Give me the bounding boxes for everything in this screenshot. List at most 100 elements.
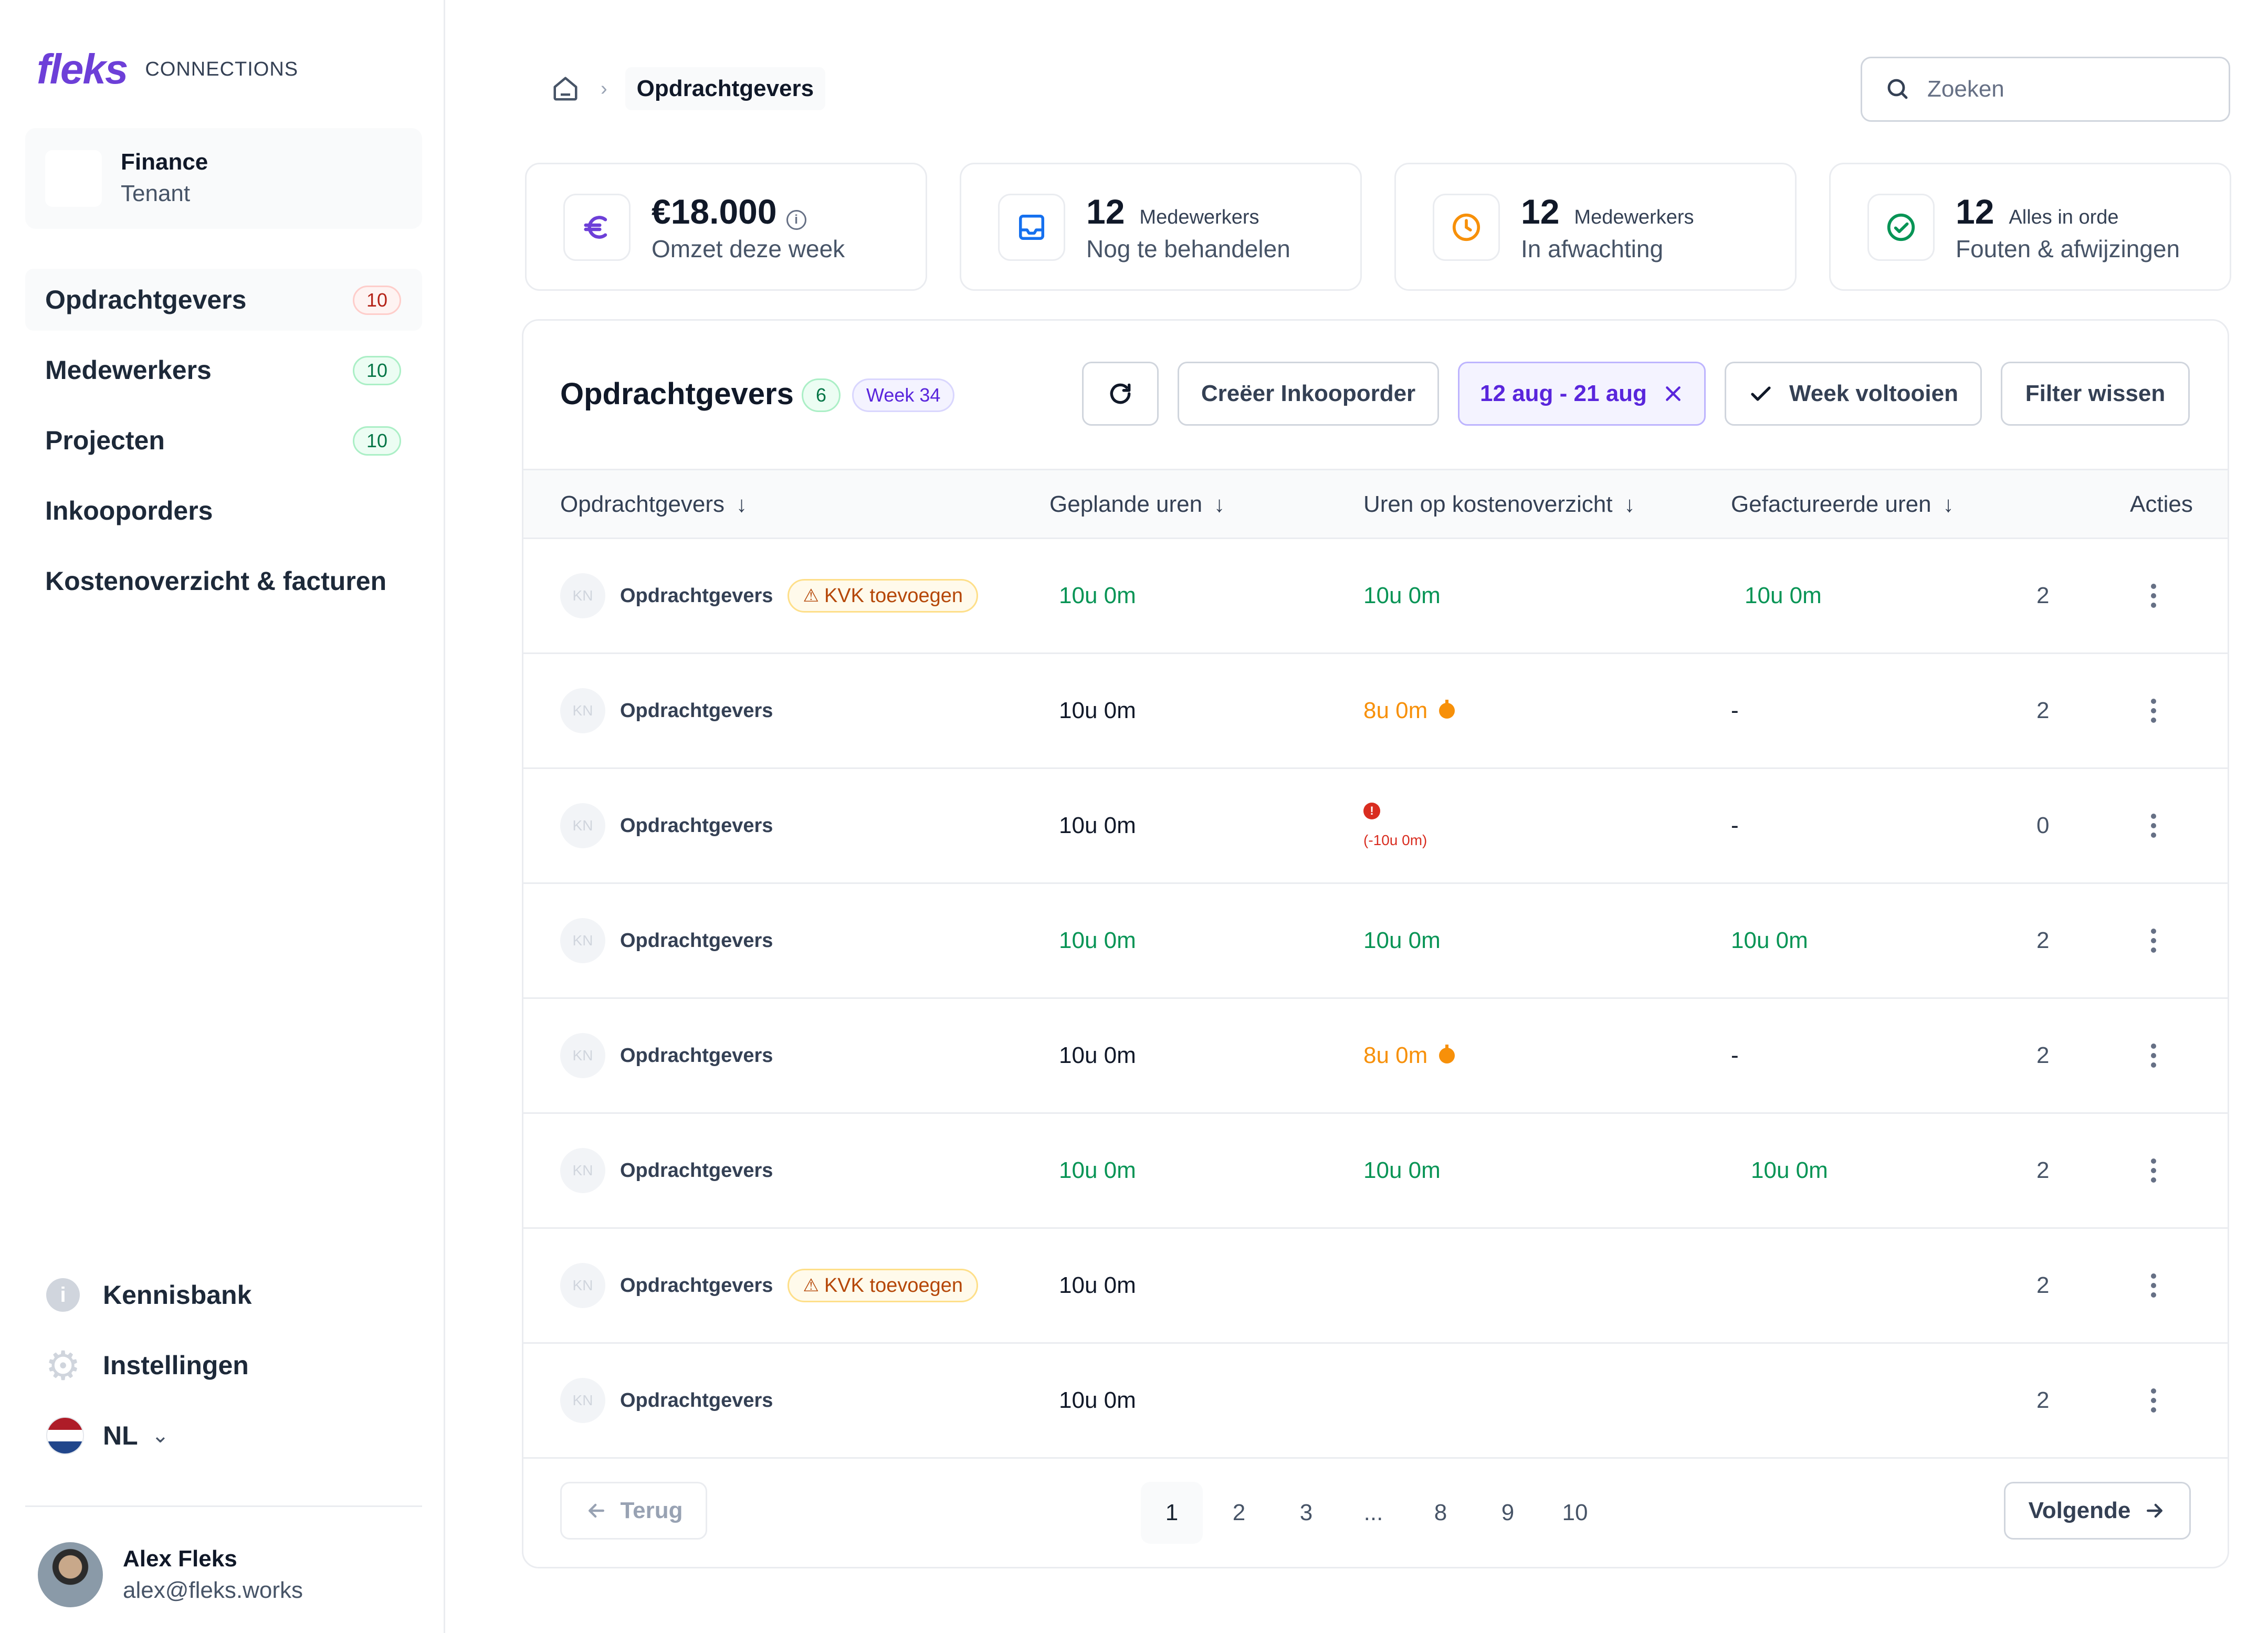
column-header-planned[interactable]: Geplande uren ↓ [1049, 491, 1225, 518]
search-input[interactable] [1927, 76, 2221, 102]
cost-hours-cell: 8u 0m [1363, 654, 1455, 767]
next-page-button[interactable]: Volgende [2004, 1482, 2191, 1540]
create-purchase-order-button[interactable]: Creëer Inkooporder [1178, 362, 1439, 426]
client-name[interactable]: Opdrachtgevers [620, 584, 773, 607]
stat-value: €18.000 [652, 192, 777, 231]
user-email: alex@fleks.works [123, 1577, 303, 1603]
more-vertical-icon [2151, 699, 2156, 723]
row-actions-button[interactable] [2151, 1114, 2156, 1227]
item-count-cell: 0 [2036, 813, 2050, 838]
row-actions-button[interactable] [2151, 1229, 2156, 1342]
stopwatch-icon [1439, 1045, 1455, 1063]
complete-week-button[interactable]: Week voltooien [1725, 362, 1982, 426]
clear-filter-button[interactable]: Filter wissen [2001, 362, 2190, 426]
tenant-switcher[interactable]: Finance Tenant [25, 128, 422, 229]
column-header-cost[interactable]: Uren op kostenoverzicht ↓ [1363, 491, 1635, 518]
page-number-button[interactable]: 1 [1141, 1482, 1203, 1544]
client-avatar: KN [560, 573, 605, 618]
complete-week-label: Week voltooien [1789, 381, 1958, 406]
column-label: Uren op kostenoverzicht [1363, 491, 1613, 517]
row-actions-button[interactable] [2151, 999, 2156, 1112]
client-name[interactable]: Opdrachtgevers [620, 814, 773, 837]
client-name[interactable]: Opdrachtgevers [620, 1274, 773, 1297]
stat-card-revenue: €18.000 i Omzet deze week [525, 163, 927, 291]
count-badge: 6 [802, 378, 841, 412]
sidebar-item-inkooporders[interactable]: Inkooporders [25, 480, 422, 542]
page-number-button[interactable]: 8 [1434, 1500, 1447, 1525]
euro-icon [563, 194, 631, 261]
table-row[interactable]: KN Opdrachtgevers 10u 0m 2 [523, 1344, 2228, 1459]
close-icon[interactable] [1663, 383, 1684, 404]
table-row[interactable]: KN Opdrachtgevers 10u 0m 8u 0m - 2 [523, 999, 2228, 1114]
client-name[interactable]: Opdrachtgevers [620, 929, 773, 952]
cost-hours-cell: 10u 0m [1363, 1114, 1441, 1227]
table-row[interactable]: KN Opdrachtgevers ⚠ KVK toevoegen 10u 0m 2 [523, 1229, 2228, 1344]
client-name[interactable]: Opdrachtgevers [620, 699, 773, 722]
row-actions-button[interactable] [2151, 884, 2156, 997]
client-name[interactable]: Opdrachtgevers [620, 1159, 773, 1182]
cost-hours-value: 10u 0m [1363, 1157, 1441, 1183]
sidebar: fleks CONNECTIONS Finance Tenant Opdrach… [0, 0, 445, 1633]
row-actions-button[interactable] [2151, 769, 2156, 882]
sidebar-item-projecten[interactable]: Projecten 10 [25, 409, 422, 471]
sidebar-item-medewerkers[interactable]: Medewerkers 10 [25, 339, 422, 401]
sidebar-item-kostenoverzicht[interactable]: Kostenoverzicht & facturen [25, 550, 422, 612]
stopwatch-icon [1439, 700, 1455, 719]
clients-table-panel: Opdrachtgevers 6 Week 34 Creëer Inkoopor… [522, 319, 2229, 1568]
table-row[interactable]: KN Opdrachtgevers 10u 0m 10u 0m 10u 0m 2 [523, 1114, 2228, 1229]
breadcrumb-current[interactable]: Opdrachtgevers [625, 67, 826, 110]
week-badge: Week 34 [852, 378, 955, 412]
row-actions-button[interactable] [2151, 539, 2156, 652]
table-title: Opdrachtgevers [560, 377, 794, 411]
row-actions-button[interactable] [2151, 654, 2156, 767]
home-icon[interactable] [551, 75, 580, 103]
arrow-left-icon [588, 1503, 604, 1518]
cost-hours-cell: ! (-10u 0m) [1363, 769, 1427, 882]
client-name[interactable]: Opdrachtgevers [620, 1044, 773, 1067]
column-header-client[interactable]: Opdrachtgevers ↓ [560, 491, 747, 518]
column-header-invoiced[interactable]: Gefactureerde uren ↓ [1731, 491, 1954, 518]
sidebar-item-opdrachtgevers[interactable]: Opdrachtgevers 10 [25, 269, 422, 331]
page-number-button[interactable]: 9 [1501, 1500, 1515, 1525]
table-row[interactable]: KN Opdrachtgevers ⚠ KVK toevoegen 10u 0m 10u … [523, 539, 2228, 654]
refresh-button[interactable] [1082, 362, 1159, 426]
stat-card-errors: 12 Alles in orde Fouten & afwijzingen [1829, 163, 2231, 291]
sidebar-item-label: Inkooporders [45, 496, 213, 525]
nav-count-badge: 10 [353, 356, 401, 385]
instellingen-label: Instellingen [103, 1351, 249, 1380]
column-label: Gefactureerde uren [1731, 491, 1931, 517]
kvk-warning-badge[interactable]: ⚠ KVK toevoegen [788, 1269, 979, 1302]
table-row[interactable]: KN Opdrachtgevers 10u 0m 10u 0m 10u 0m 2 [523, 884, 2228, 999]
page-ellipsis: ... [1363, 1500, 1383, 1525]
date-range-filter[interactable]: 12 aug - 21 aug [1458, 362, 1706, 426]
sidebar-item-kennisbank[interactable]: i Kennisbank [25, 1260, 422, 1330]
page-number-button[interactable]: 3 [1299, 1500, 1313, 1525]
previous-page-button[interactable]: Terug [560, 1482, 707, 1540]
sidebar-item-instellingen[interactable]: ⚙ Instellingen [25, 1330, 422, 1400]
more-vertical-icon [2151, 1158, 2156, 1183]
arrow-down-icon: ↓ [736, 492, 748, 517]
table-row[interactable]: KN Opdrachtgevers 10u 0m! (-10u 0m) - 0 [523, 769, 2228, 884]
tenant-name: Finance [121, 149, 208, 175]
planned-hours-cell: 10u 0m [1059, 1042, 1136, 1068]
client-name[interactable]: Opdrachtgevers [620, 1389, 773, 1411]
search-box[interactable] [1861, 57, 2230, 122]
column-label: Opdrachtgevers [560, 491, 725, 517]
row-actions-button[interactable] [2151, 1344, 2156, 1457]
check-icon [1751, 386, 1771, 401]
info-icon[interactable]: i [786, 210, 806, 230]
kvk-warning-badge[interactable]: ⚠ KVK toevoegen [788, 579, 979, 613]
cost-hours-value: 10u 0m [1363, 583, 1441, 608]
netherlands-flag-icon [46, 1417, 84, 1455]
page-number-button[interactable]: 10 [1562, 1500, 1588, 1525]
more-vertical-icon [2151, 1388, 2156, 1413]
user-profile[interactable]: Alex Fleks alex@fleks.works [38, 1542, 303, 1607]
client-cell: KN Opdrachtgevers [560, 1114, 773, 1227]
logo[interactable]: fleks CONNECTIONS [37, 46, 298, 92]
client-cell: KN Opdrachtgevers [560, 769, 773, 882]
planned-hours-cell: 10u 0m [1059, 1272, 1136, 1298]
inbox-icon [998, 194, 1065, 261]
language-selector[interactable]: NL ⌄ [25, 1400, 422, 1471]
table-row[interactable]: KN Opdrachtgevers 10u 0m 8u 0m - 2 [523, 654, 2228, 769]
page-number-button[interactable]: 2 [1232, 1500, 1246, 1525]
